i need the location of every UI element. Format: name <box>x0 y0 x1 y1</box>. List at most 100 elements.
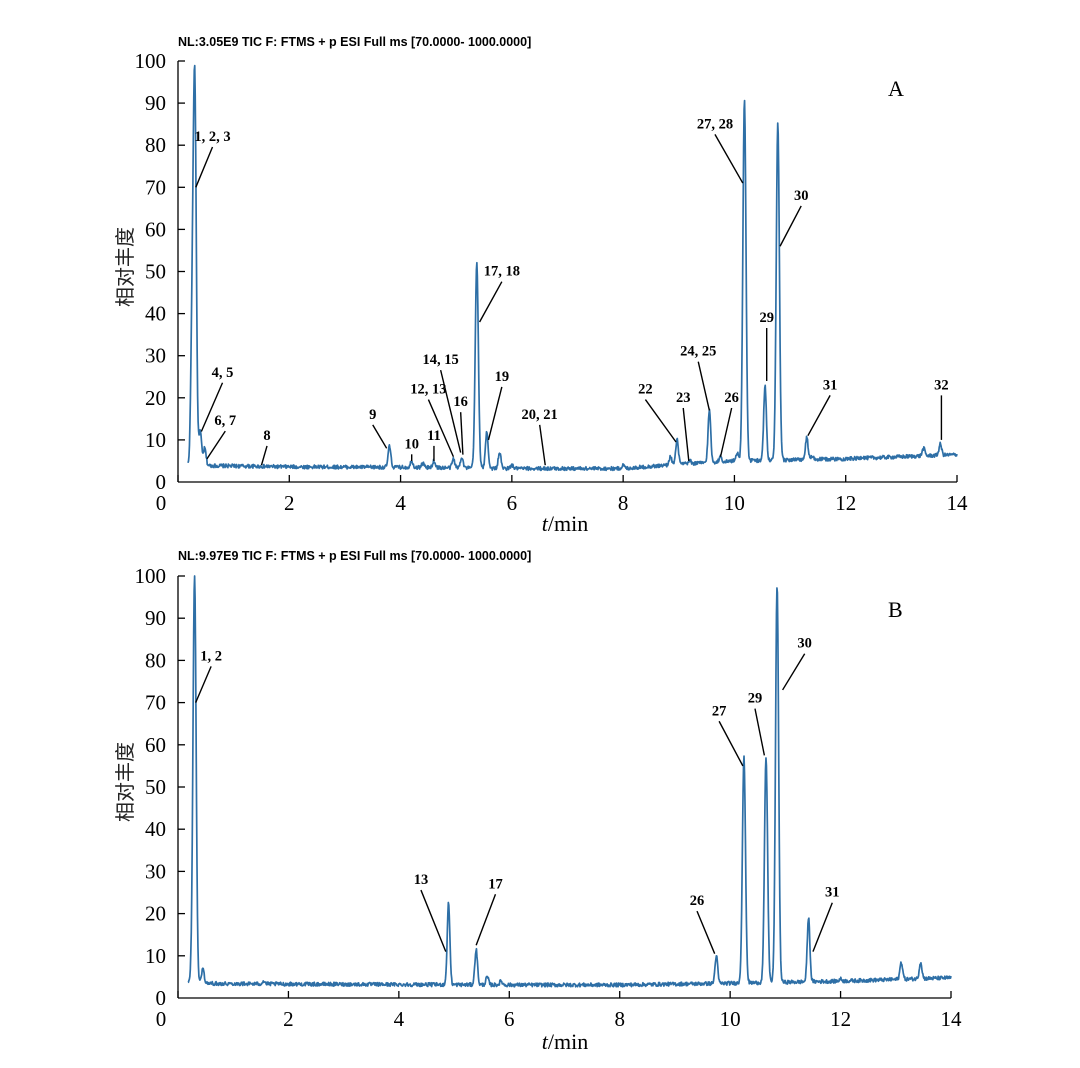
panel-a-peak-leader-line <box>697 361 711 411</box>
panel-b-peak-label: 27 <box>712 703 727 719</box>
panel-b-peak-label: 30 <box>797 636 812 652</box>
panel-b-y-tick-label: 90 <box>145 606 166 630</box>
panel-a-ticks: 0 10 20 30 40 50 60 70 80 90 100 0 2 4 6 8 10 12 14 <box>135 49 969 515</box>
panel-b-x-tick-label: 4 <box>394 1007 405 1031</box>
panel-a-peak-leader-line <box>682 407 690 462</box>
panel-b-header: NL:9.97E9 TIC F: FTMS + p ESI Full ms [7… <box>178 549 531 563</box>
panel-b-peak-leader-line <box>696 910 716 954</box>
panel-b-peak-leader-line <box>420 889 447 952</box>
panel-a-y-tick-label: 20 <box>145 386 166 410</box>
panel-b-y-tick-label: 0 <box>156 986 167 1010</box>
panel-a-peak-leader-line <box>206 430 226 460</box>
panel-a-peak-label: 30 <box>794 188 809 204</box>
panel-a-x-tick-label: 6 <box>507 491 518 515</box>
panel-b-y-tick-label: 50 <box>145 775 166 799</box>
panel-a-y-tick-label: 30 <box>145 344 166 368</box>
panel-a-peak-label: 22 <box>638 382 653 398</box>
panel-a-peak-leader-line <box>427 399 455 458</box>
panel-a-peak-leader-line <box>459 412 464 455</box>
panel-b-peak-leader-line <box>812 902 833 952</box>
panel-b-peak-label: 26 <box>690 893 705 909</box>
panel-a-peak-leader-line <box>195 146 214 188</box>
panel-a-x-axis-label-unit: /min <box>548 511 588 536</box>
panel-a-peak-leader-line <box>260 445 268 466</box>
panel-b-peak-label: 17 <box>488 876 503 892</box>
panel-a-peak-leader-line <box>439 369 462 453</box>
panel-a-peak-label: 14, 15 <box>423 352 459 368</box>
panel-b-y-tick-label: 70 <box>145 691 166 715</box>
panel-a-peak-label: 31 <box>823 377 838 393</box>
panel-a-peak-label: 16 <box>453 394 468 410</box>
panel-a-peak-label: 29 <box>759 310 774 326</box>
panel-b-peak-leader-line <box>195 666 212 703</box>
chromatogram-panel-a: NL:3.05E9 TIC F: FTMS + p ESI Full ms [7… <box>113 35 968 536</box>
panel-a-x-tick-label: 12 <box>835 491 856 515</box>
panel-a-peak-label: 27, 28 <box>697 116 733 132</box>
panel-a-y-tick-label: 80 <box>145 133 166 157</box>
panel-b-peak-label: 1, 2 <box>200 648 222 664</box>
panel-a-y-tick-label: 0 <box>156 470 167 494</box>
panel-a-tic-trace <box>187 64 958 472</box>
panel-b-axes <box>177 576 951 999</box>
panel-b-x-axis-label-var: t <box>542 1029 549 1054</box>
panel-a-peak-leader-line <box>538 424 546 466</box>
panel-b-peak-label: 31 <box>825 885 840 901</box>
panel-b-y-tick-label: 80 <box>145 648 166 672</box>
panel-a-y-tick-label: 10 <box>145 428 166 452</box>
panel-a-peak-label: 19 <box>495 369 510 385</box>
panel-a-y-axis-label: 相对丰度 <box>113 227 137 307</box>
panel-b-x-tick-label: 8 <box>614 1007 625 1031</box>
panel-a-peak-label: 12, 13 <box>410 382 446 398</box>
panel-b-tic-trace <box>187 575 952 988</box>
panel-b-x-tick-label: 6 <box>504 1007 515 1031</box>
panel-b-y-tick-label: 30 <box>145 859 166 883</box>
panel-a-peak-label: 32 <box>934 377 949 393</box>
panel-b-y-tick-label: 100 <box>135 564 167 588</box>
panel-a-peak-label: 8 <box>263 428 270 444</box>
panel-b-peak-leader-line <box>475 894 497 946</box>
panel-b-x-tick-label: 10 <box>720 1007 741 1031</box>
panel-a-x-tick-label: 14 <box>947 491 969 515</box>
panel-a-peak-label: 24, 25 <box>680 344 716 360</box>
panel-a-axes <box>177 61 957 483</box>
panel-b-letter: B <box>888 597 903 622</box>
panel-a-y-tick-label: 40 <box>145 302 166 326</box>
panel-a-peak-leader-line <box>779 205 802 247</box>
panel-a-header: NL:3.05E9 TIC F: FTMS + p ESI Full ms [7… <box>178 35 531 49</box>
panel-a-peak-leader-line <box>719 407 733 457</box>
panel-a-peak-leader-line <box>807 395 831 437</box>
panel-a-y-tick-label: 90 <box>145 91 166 115</box>
panel-b-y-axis-label: 相对丰度 <box>113 742 137 822</box>
panel-b-peak-label: 29 <box>748 691 763 707</box>
panel-a-peak-label: 10 <box>404 436 419 452</box>
panel-a-peak-leader-line <box>487 386 503 441</box>
panel-a-x-tick-label: 0 <box>156 491 167 515</box>
panel-b-y-tick-label: 60 <box>145 733 166 757</box>
panel-a-peak-label: 23 <box>676 390 691 406</box>
panel-b-peak-leader-line <box>718 720 744 767</box>
panel-a-peak-label: 6, 7 <box>214 413 236 429</box>
panel-b-x-tick-label: 14 <box>941 1007 963 1031</box>
panel-a-y-tick-label: 60 <box>145 217 166 241</box>
panel-a-x-axis-label: t/min <box>542 511 588 536</box>
panel-b-y-tick-label: 10 <box>145 944 166 968</box>
panel-b-y-tick-label: 20 <box>145 902 166 926</box>
panel-a-x-tick-label: 8 <box>618 491 629 515</box>
panel-a-annotations: 1, 2, 3 4, 5 6, 7 8 9 10 11 12, 13 14, 15 16 17, 1… <box>194 116 949 466</box>
panel-a-x-axis-label-var: t <box>542 511 549 536</box>
panel-b-x-axis-label: t/min <box>542 1029 588 1054</box>
chromatogram-panel-b: NL:9.97E9 TIC F: FTMS + p ESI Full ms [7… <box>113 549 962 1054</box>
panel-a-peak-leader-line <box>644 399 677 443</box>
panel-b-peak-leader-line <box>754 708 766 756</box>
panel-b-x-tick-label: 0 <box>156 1007 167 1031</box>
panel-a-y-tick-label: 70 <box>145 175 166 199</box>
panel-a-letter: A <box>888 76 904 101</box>
panel-a-y-tick-label: 100 <box>135 49 167 73</box>
panel-b-x-tick-label: 12 <box>830 1007 851 1031</box>
panel-a-x-tick-label: 4 <box>395 491 406 515</box>
panel-b-peak-label: 13 <box>414 872 429 888</box>
panel-a-peak-label: 1, 2, 3 <box>194 129 230 145</box>
panel-a-peak-leader-line <box>372 424 388 449</box>
panel-a-peak-leader-line <box>714 134 744 184</box>
